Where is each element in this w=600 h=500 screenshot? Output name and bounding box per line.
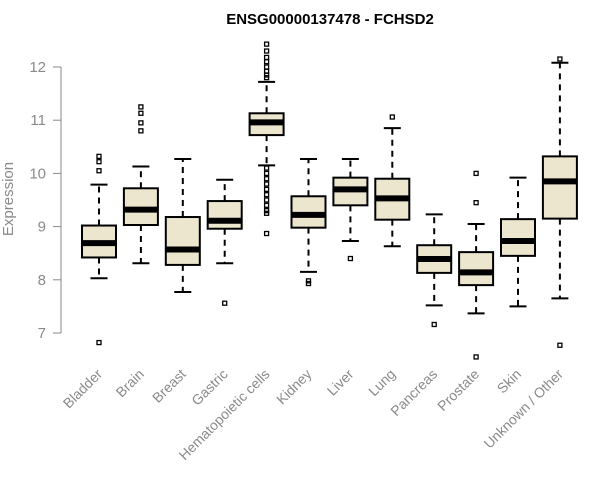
y-tick-label: 8 [38,272,46,289]
outlier-point [222,300,228,306]
y-tick-label: 11 [30,112,46,129]
outlier-point [96,168,102,174]
outlier-point [263,48,270,54]
outlier-point [473,200,479,206]
chart-title: ENSG00000137478 - FCHSD2 [226,11,434,28]
outlier-point [431,321,437,328]
outlier-point [263,170,270,177]
box-unknown-other [541,56,578,348]
x-tick-label: Bladder [60,366,106,412]
outlier-point [305,280,312,287]
outlier-point [263,230,270,237]
box-prostate [458,170,495,360]
x-tick-label: Liver [324,366,357,399]
outlier-point [263,210,270,216]
outlier-point [305,278,312,284]
outlier-point [263,176,270,182]
box-lung [374,114,411,248]
outlier-point [263,41,270,47]
box-skin [500,176,536,308]
outlier-point [263,74,270,81]
y-tick-label: 7 [38,325,46,342]
x-tick-label: Breast [149,366,189,406]
outlier-point [96,159,102,165]
box-kidney [290,158,327,287]
y-tick-label: 10 [29,165,46,182]
outlier-point [473,170,479,177]
iqr-box [206,200,243,230]
outlier-point [263,197,270,203]
outlier-point [138,128,144,134]
outlier-point [263,72,270,78]
outlier-point [389,114,395,120]
iqr-box [541,155,578,220]
outlier-point [138,104,144,110]
outlier-point [263,165,270,171]
outlier-point [347,255,354,262]
outlier-point [96,153,102,160]
outlier-point [96,339,102,346]
outlier-point [263,192,270,198]
box-gastric [206,178,243,306]
box-pancreas [416,213,453,328]
box-liver [332,158,369,262]
iqr-box [164,216,201,266]
outlier-point [473,354,479,360]
y-axis-label: Expression [0,162,17,236]
outlier-point [263,186,270,193]
box-brain [122,104,159,265]
x-tick-label: Brain [113,366,147,400]
outlier-point [263,181,270,187]
outlier-point [138,120,144,126]
iqr-box [458,251,495,287]
x-tick-label: Skin [494,366,525,397]
x-tick-label: Pancreas [387,366,440,419]
y-tick-label: 12 [29,59,46,76]
box-breast [164,158,201,294]
outlier-point [263,59,270,65]
iqr-box [500,218,536,257]
outlier-point [263,202,270,208]
box-hematopoietic-cells [248,41,285,237]
x-tick-label: Lung [365,366,398,399]
outlier-point [263,54,270,61]
outlier-point [263,64,270,70]
y-tick-label: 9 [38,219,46,236]
box-series [81,41,578,360]
outlier-point [557,56,563,62]
outlier-point [138,110,144,116]
outlier-point [263,207,270,214]
x-tick-label: Prostate [434,366,482,414]
x-tick-label: Kidney [273,366,315,408]
outlier-point [557,342,563,348]
box-bladder [81,153,117,346]
x-tick-label: Unknown / Other [480,366,566,452]
y-axis-ticks: 7 8 9 10 11 12 [29,59,61,342]
